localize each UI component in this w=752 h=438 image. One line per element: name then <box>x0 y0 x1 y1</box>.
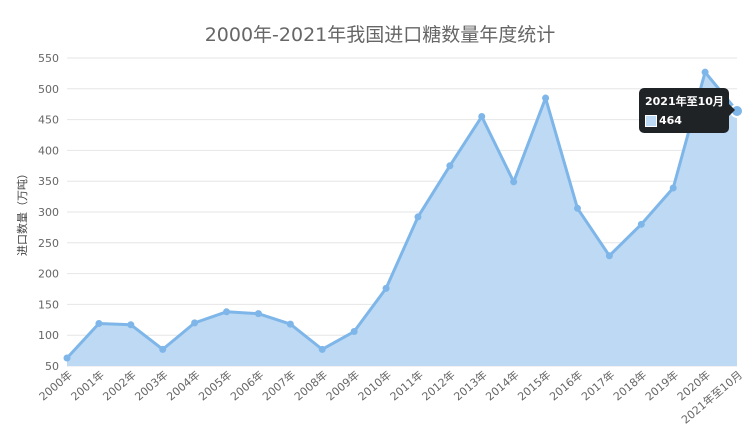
x-tick-label: 2002年 <box>100 368 139 404</box>
data-point <box>701 68 709 76</box>
data-point <box>605 252 613 260</box>
x-tick-label: 2018年 <box>610 368 649 404</box>
data-point <box>382 284 390 292</box>
y-tick-label: 100 <box>38 329 59 342</box>
tooltip-value: 464 <box>659 114 682 127</box>
tooltip: 2021年至10月 464 <box>639 88 735 133</box>
x-tick-label: 2011年 <box>387 368 426 404</box>
data-point <box>510 178 518 186</box>
x-tick-label: 2007年 <box>259 368 298 404</box>
y-tick-label: 350 <box>38 175 59 188</box>
x-tick-label: 2010年 <box>355 368 394 404</box>
x-tick-label: 2004年 <box>164 368 203 404</box>
x-tick-label: 2013年 <box>451 368 490 404</box>
tooltip-swatch <box>645 115 657 127</box>
x-tick-label: 2008年 <box>291 368 330 404</box>
x-tick-label: 2006年 <box>227 368 266 404</box>
data-point <box>63 354 71 362</box>
y-tick-label: 150 <box>38 298 59 311</box>
data-point <box>573 204 581 212</box>
data-point <box>127 321 135 329</box>
chart-title: 2000年-2021年我国进口糖数量年度统计 <box>204 24 556 46</box>
y-tick-label: 550 <box>38 52 59 65</box>
series-line <box>65 70 739 360</box>
x-tick-label: 2019年 <box>642 368 681 404</box>
y-tick-label: 200 <box>38 268 59 281</box>
x-tick-label: 2009年 <box>323 368 362 404</box>
data-point <box>446 162 454 170</box>
y-tick-label: 50 <box>45 360 59 373</box>
y-tick-label: 300 <box>38 206 59 219</box>
y-tick-label: 250 <box>38 237 59 250</box>
y-tick-label: 450 <box>38 114 59 127</box>
x-tick-label: 2014年 <box>483 368 522 404</box>
x-tick-label: 2005年 <box>196 368 235 404</box>
data-point <box>669 184 677 192</box>
data-point <box>414 213 422 221</box>
x-tick-label: 2016年 <box>547 368 586 404</box>
data-point <box>350 328 358 336</box>
data-point <box>637 220 645 228</box>
x-tick-label: 2015年 <box>515 368 554 404</box>
data-point <box>542 94 550 102</box>
data-point <box>286 320 294 328</box>
y-tick-label: 500 <box>38 83 59 96</box>
x-tick-label: 2003年 <box>132 368 171 404</box>
data-point <box>95 319 103 327</box>
x-tick-label: 2001年 <box>68 368 107 404</box>
x-tick-label: 2012年 <box>419 368 458 404</box>
data-point <box>223 308 231 316</box>
series-area <box>67 72 737 366</box>
y-axis-label: 进口数量（万吨） <box>16 168 29 256</box>
data-point <box>254 310 262 318</box>
data-point <box>159 345 167 353</box>
data-point <box>478 113 486 121</box>
data-point <box>318 345 326 353</box>
tooltip-title: 2021年至10月 <box>645 95 724 108</box>
tooltip-arrow <box>729 104 735 116</box>
data-point <box>191 319 199 327</box>
y-tick-label: 400 <box>38 144 59 157</box>
x-tick-label: 2017年 <box>578 368 617 404</box>
